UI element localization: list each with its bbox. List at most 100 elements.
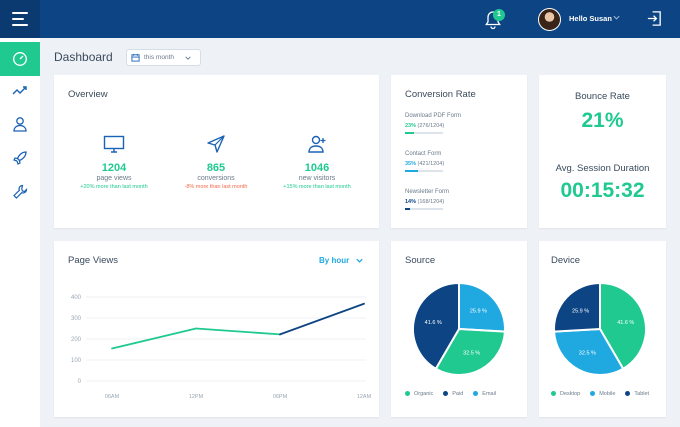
chevron-down-icon xyxy=(185,55,191,60)
line-series-segment xyxy=(279,302,365,336)
legend-item: Mobile xyxy=(590,391,615,397)
legend-item: Organic xyxy=(405,391,433,397)
conversion-item: Newsletter Form 14% (168/1204) xyxy=(405,189,505,210)
pie-slice xyxy=(553,327,625,376)
sidebar-item-settings[interactable] xyxy=(0,175,40,209)
conversion-progress-fill xyxy=(405,132,414,134)
wrench-icon xyxy=(13,184,28,199)
speedometer-icon xyxy=(13,52,27,66)
pie-slice xyxy=(412,281,460,371)
legend-item: Email xyxy=(473,391,496,397)
y-tick-label: 0 xyxy=(78,379,82,385)
logout-icon[interactable] xyxy=(646,10,663,27)
conversion-progress-fill xyxy=(405,208,411,210)
send-icon xyxy=(207,135,225,153)
conversion-item-pct: 14% xyxy=(405,199,417,205)
bounce-card: Bounce Rate 21% Avg. Session Duration 00… xyxy=(539,75,666,228)
conversion-progress xyxy=(405,170,443,172)
menu-icon xyxy=(12,12,28,14)
y-tick-label: 100 xyxy=(71,358,82,364)
pageviews-filter-label: By hour xyxy=(319,256,350,265)
sidebar-item-analytics[interactable] xyxy=(0,73,40,107)
stat-change: +20% more than last month xyxy=(80,184,148,190)
conversion-card: Conversion Rate Download PDF Form 23% (2… xyxy=(391,75,527,228)
legend-label: Desktop xyxy=(560,391,581,397)
notification-badge: 1 xyxy=(493,9,505,21)
pie-slice-label: 32.5 % xyxy=(579,350,596,356)
pie-slice-label: 25.9 % xyxy=(572,309,589,315)
monitor-icon xyxy=(103,135,125,153)
menu-icon-line xyxy=(12,24,28,26)
conversion-title: Conversion Rate xyxy=(405,89,476,100)
stat-change: -8% more than last month xyxy=(184,184,248,190)
stat-new-visitors: 1046 new visitors +15% more than last mo… xyxy=(272,135,362,190)
conversion-item: Download PDF Form 23% (276/1204) xyxy=(405,113,505,134)
source-legend: Organic Paid Email xyxy=(405,391,496,397)
pie-slice xyxy=(458,281,506,333)
overview-title: Overview xyxy=(68,89,108,100)
y-tick-label: 400 xyxy=(71,295,82,301)
add-user-icon xyxy=(308,135,326,153)
conversion-item-pct: 23% xyxy=(405,123,417,129)
conversion-item-name: Contact Form xyxy=(405,151,442,157)
menu-icon-line xyxy=(12,18,24,20)
source-pie-chart: 25.9 % 32.5 % 41.6 % xyxy=(412,281,506,376)
session-title: Avg. Session Duration xyxy=(555,163,650,174)
sidebar-item-launch[interactable] xyxy=(0,141,40,175)
conversion-item-name: Newsletter Form xyxy=(405,189,450,195)
x-tick-label: 12AM xyxy=(357,394,372,400)
user-greeting[interactable]: Hello Susan xyxy=(569,14,612,23)
sidebar-item-dashboard[interactable] xyxy=(0,42,40,76)
chevron-down-icon xyxy=(356,258,363,263)
rocket-icon xyxy=(13,151,27,165)
legend-label: Paid xyxy=(452,391,464,397)
stat-value: 865 xyxy=(206,162,226,174)
stat-label: page views xyxy=(96,175,132,182)
conversion-item-detail: (168/1204) xyxy=(417,199,445,205)
x-tick-label: 12PM xyxy=(189,394,204,400)
stat-label: conversions xyxy=(197,175,235,182)
device-pie-chart: 41.6 % 32.5 % 25.9 % xyxy=(553,281,647,376)
x-tick-label: 06AM xyxy=(105,394,120,400)
source-card: Source 25.9 % 32.5 % 41.6 % Organic Paid E… xyxy=(391,241,527,417)
date-range-select[interactable]: this month xyxy=(126,49,201,66)
stat-change: +15% more than last month xyxy=(283,184,351,190)
page-title: Dashboard xyxy=(54,50,113,64)
y-tick-label: 200 xyxy=(71,337,82,343)
stat-conversions: 865 conversions -8% more than last month xyxy=(171,135,261,190)
stat-page-views: 1204 page views +20% more than last mont… xyxy=(69,135,159,190)
menu-button[interactable] xyxy=(0,0,40,38)
conversion-item-detail: (276/1204) xyxy=(417,123,445,129)
date-range-value: this month xyxy=(144,54,174,61)
conversion-progress-fill xyxy=(405,170,419,172)
conversion-progress xyxy=(405,208,443,210)
device-card: Device 41.6 % 32.5 % 25.9 % Desktop Mobile… xyxy=(539,241,666,417)
conversion-progress xyxy=(405,132,443,134)
top-bar xyxy=(0,0,680,38)
pageviews-title: Page Views xyxy=(68,255,118,266)
pie-slice-label: 32.5 % xyxy=(463,350,480,356)
overview-card: Overview 1204 page views +20% more than … xyxy=(54,75,379,228)
source-title: Source xyxy=(405,255,436,266)
pageviews-filter[interactable]: By hour xyxy=(319,256,364,265)
user-icon xyxy=(13,117,27,132)
bounce-value: 21% xyxy=(581,109,624,132)
stat-value: 1046 xyxy=(304,162,330,174)
conversion-item-name: Download PDF Form xyxy=(405,113,462,119)
y-tick-label: 300 xyxy=(71,316,82,322)
calendar-icon xyxy=(131,53,140,62)
pie-slice-label: 41.6 % xyxy=(617,320,634,326)
legend-item: Desktop xyxy=(551,391,580,397)
pageviews-line-chart: 400 300 200 100 0 06AM 12PM 06PM 12AM xyxy=(71,295,372,400)
device-legend: Desktop Mobile Tablet xyxy=(551,391,649,397)
sidebar xyxy=(0,38,40,427)
chevron-down-icon[interactable] xyxy=(612,13,621,22)
conversion-item-detail: (421/1204) xyxy=(417,161,445,167)
sidebar-item-users[interactable] xyxy=(0,107,40,141)
pie-slice-label: 41.6 % xyxy=(425,320,442,326)
avatar[interactable] xyxy=(538,8,561,31)
line-series-segment xyxy=(195,327,281,336)
legend-item: Tablet xyxy=(625,391,649,397)
device-title: Device xyxy=(551,255,581,266)
legend-item: Paid xyxy=(443,391,463,397)
